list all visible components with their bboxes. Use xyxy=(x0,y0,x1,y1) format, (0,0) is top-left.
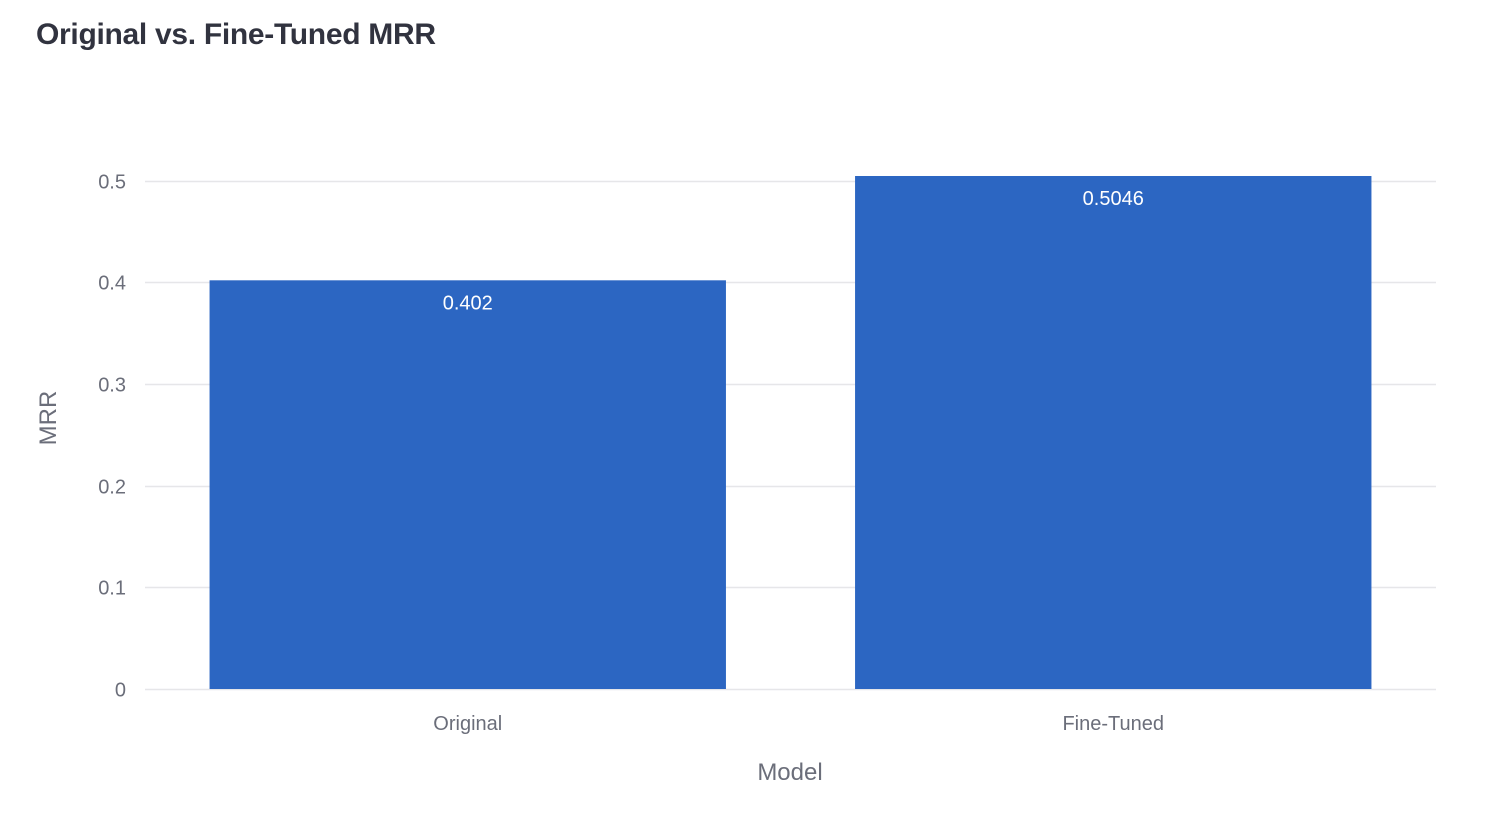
bar-original xyxy=(209,280,726,689)
x-axis-ticks: Original Fine-Tuned xyxy=(433,713,1164,735)
y-tick-label: 0.1 xyxy=(98,578,126,600)
y-tick-label: 0.5 xyxy=(98,172,126,194)
x-tick-label: Original xyxy=(433,713,502,735)
y-tick-label: 0 xyxy=(115,680,126,702)
x-axis-title: Model xyxy=(757,759,822,786)
y-tick-label: 0.2 xyxy=(98,477,126,499)
data-labels: 0.402 0.5046 xyxy=(443,188,1144,314)
y-tick-label: 0.4 xyxy=(98,273,126,295)
data-label: 0.5046 xyxy=(1083,188,1144,210)
y-axis-title: MRR xyxy=(35,391,62,446)
x-tick-label: Fine-Tuned xyxy=(1062,713,1164,735)
data-label: 0.402 xyxy=(443,292,493,314)
chart-title: Original vs. Fine-Tuned MRR xyxy=(36,18,436,51)
y-tick-label: 0.3 xyxy=(98,375,126,397)
bars xyxy=(209,176,1372,689)
y-axis-ticks: 0 0.1 0.2 0.3 0.4 0.5 xyxy=(98,172,126,702)
bar-fine-tuned xyxy=(855,176,1372,689)
